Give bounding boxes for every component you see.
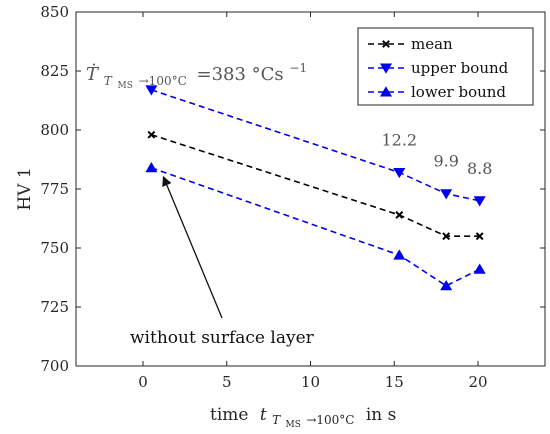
legend-marker-mean (382, 40, 390, 48)
x-tick-label: 15 (385, 373, 404, 391)
legend-label-mean: mean (411, 35, 453, 53)
data-point-upper-bound (473, 196, 486, 207)
y-tick-label: 700 (40, 357, 69, 375)
data-point-mean (442, 232, 451, 241)
data-point-upper-bound (393, 167, 406, 179)
data-point-upper-bound (440, 189, 453, 200)
point-labels: 12.2 9.9 8.8 (381, 130, 492, 177)
x-axis-label: time t T MS →100°C in s (210, 405, 396, 432)
series-layer (145, 85, 486, 291)
data-point-lower-bound (145, 162, 158, 173)
x-axis: 0 5 10 15 20 (138, 12, 488, 391)
x-tick-label: 20 (468, 373, 487, 391)
y-tick-label: 800 (40, 121, 69, 139)
series-line-mean (151, 133, 480, 237)
point-label: 9.9 (433, 152, 458, 171)
legend-label-lower-bound: lower bound (411, 83, 506, 101)
legend-marker-lower-bound (380, 86, 392, 97)
y-axis-label: HV 1 (15, 167, 35, 210)
data-point-lower-bound (473, 263, 486, 274)
legend-items: mean upper bound lower bound (368, 35, 509, 101)
y-axis: 700 725 750 775 800 825 850 (40, 3, 545, 375)
x-tick-label: 10 (301, 373, 320, 391)
data-point-upper-bound (145, 85, 158, 96)
data-point-mean (395, 211, 404, 219)
cooling-rate-annotation: Ṫ T MS →100°C =383 °Cs −1 (86, 61, 307, 93)
annotation-arrow (162, 175, 223, 319)
x-tick-label: 5 (222, 373, 232, 391)
y-tick-label: 725 (40, 298, 69, 316)
legend-marker-upper-bound (380, 63, 392, 74)
data-point-mean (475, 232, 484, 241)
point-label: 12.2 (381, 130, 417, 149)
data-point-lower-bound (440, 280, 453, 291)
point-label: 8.8 (467, 159, 492, 178)
y-tick-label: 750 (40, 239, 69, 257)
legend-label-upper-bound: upper bound (411, 59, 509, 77)
y-tick-label: 825 (40, 62, 69, 80)
data-point-lower-bound (393, 249, 406, 260)
series-line-lower-bound (151, 167, 481, 287)
y-tick-label: 850 (40, 3, 69, 21)
y-tick-label: 775 (40, 180, 69, 198)
annotation-text: without surface layer (130, 328, 315, 348)
legend: mean upper bound lower bound (357, 27, 534, 106)
series-line-upper-bound (151, 89, 480, 202)
x-tick-label: 0 (138, 373, 148, 391)
data-point-mean (147, 130, 156, 139)
